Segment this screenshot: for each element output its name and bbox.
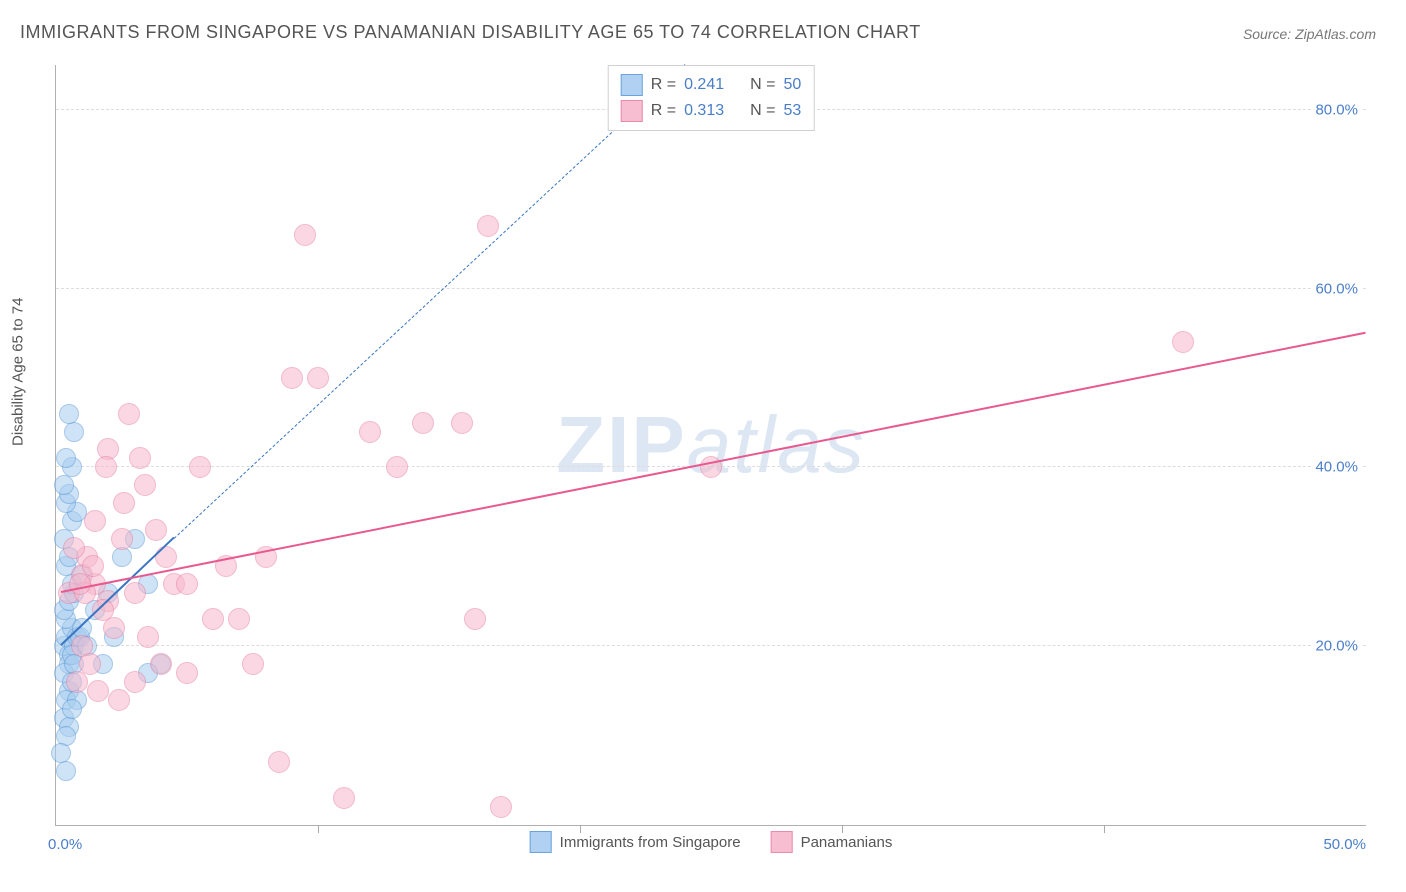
data-point-panamanians [111, 528, 133, 550]
swatch-singapore-bottom [530, 831, 552, 853]
legend-label-panamanians: Panamanians [801, 834, 893, 851]
data-point-panamanians [103, 617, 125, 639]
legend-row-panamanians: R = 0.313 N = 53 [621, 98, 802, 124]
data-point-singapore [56, 448, 76, 468]
data-point-panamanians [176, 573, 198, 595]
data-point-panamanians [412, 412, 434, 434]
x-axis-tick [842, 825, 843, 833]
data-point-panamanians [137, 626, 159, 648]
r-label: R = [651, 102, 676, 120]
data-point-panamanians [1172, 331, 1194, 353]
data-point-panamanians [386, 456, 408, 478]
n-value-singapore: 50 [783, 76, 801, 94]
grid-line [56, 645, 1366, 646]
data-point-panamanians [66, 671, 88, 693]
x-axis-label-left: 0.0% [48, 836, 82, 853]
data-point-panamanians [464, 608, 486, 630]
trend-line [174, 64, 686, 539]
x-axis-tick [580, 825, 581, 833]
y-axis-title: Disability Age 65 to 74 [10, 298, 27, 446]
data-point-singapore [64, 422, 84, 442]
data-point-singapore [62, 699, 82, 719]
data-point-panamanians [84, 510, 106, 532]
y-axis-tick-label: 40.0% [1311, 459, 1362, 476]
x-axis-tick [318, 825, 319, 833]
data-point-panamanians [124, 671, 146, 693]
data-point-panamanians [359, 421, 381, 443]
y-axis-tick-label: 80.0% [1311, 101, 1362, 118]
source-label: Source: ZipAtlas.com [1243, 26, 1376, 42]
y-axis-tick-label: 20.0% [1311, 638, 1362, 655]
data-point-panamanians [69, 573, 91, 595]
data-point-panamanians [82, 555, 104, 577]
data-point-panamanians [124, 582, 146, 604]
data-point-panamanians [242, 653, 264, 675]
data-point-panamanians [477, 215, 499, 237]
chart-title: IMMIGRANTS FROM SINGAPORE VS PANAMANIAN … [20, 22, 921, 43]
data-point-panamanians [63, 537, 85, 559]
data-point-panamanians [451, 412, 473, 434]
data-point-panamanians [333, 787, 355, 809]
n-label: N = [750, 76, 775, 94]
data-point-panamanians [281, 367, 303, 389]
data-point-panamanians [202, 608, 224, 630]
data-point-panamanians [189, 456, 211, 478]
legend-item-singapore: Immigrants from Singapore [530, 831, 741, 853]
swatch-panamanians [621, 100, 643, 122]
data-point-panamanians [150, 653, 172, 675]
data-point-panamanians [268, 751, 290, 773]
data-point-panamanians [294, 224, 316, 246]
n-label: N = [750, 102, 775, 120]
swatch-singapore [621, 74, 643, 96]
data-point-panamanians [145, 519, 167, 541]
y-axis-tick-label: 60.0% [1311, 280, 1362, 297]
legend-item-panamanians: Panamanians [771, 831, 893, 853]
legend-series: Immigrants from Singapore Panamanians [530, 831, 893, 853]
data-point-panamanians [307, 367, 329, 389]
legend-row-singapore: R = 0.241 N = 50 [621, 72, 802, 98]
x-axis-label-right: 50.0% [1323, 836, 1366, 853]
data-point-singapore [54, 475, 74, 495]
data-point-panamanians [95, 456, 117, 478]
data-point-panamanians [176, 662, 198, 684]
r-value-singapore: 0.241 [684, 76, 724, 94]
r-label: R = [651, 76, 676, 94]
data-point-singapore [59, 404, 79, 424]
data-point-panamanians [129, 447, 151, 469]
r-value-panamanians: 0.313 [684, 102, 724, 120]
data-point-singapore [56, 761, 76, 781]
grid-line [56, 288, 1366, 289]
legend-label-singapore: Immigrants from Singapore [560, 834, 741, 851]
data-point-panamanians [87, 680, 109, 702]
n-value-panamanians: 53 [783, 102, 801, 120]
data-point-singapore [51, 743, 71, 763]
data-point-panamanians [490, 796, 512, 818]
data-point-panamanians [108, 689, 130, 711]
x-axis-tick [1104, 825, 1105, 833]
plot-area: ZIPatlas R = 0.241 N = 50 R = 0.313 N = … [55, 65, 1366, 826]
data-point-panamanians [118, 403, 140, 425]
watermark-bold: ZIP [556, 400, 686, 489]
legend-correlation: R = 0.241 N = 50 R = 0.313 N = 53 [608, 65, 815, 131]
data-point-panamanians [134, 474, 156, 496]
swatch-panamanians-bottom [771, 831, 793, 853]
data-point-panamanians [113, 492, 135, 514]
data-point-panamanians [228, 608, 250, 630]
